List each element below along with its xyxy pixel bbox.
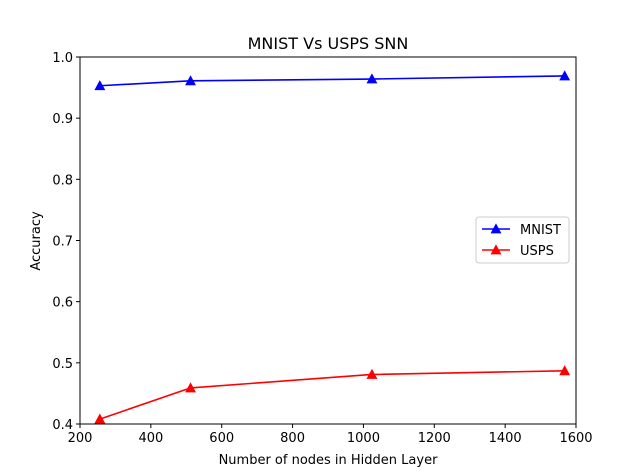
x-tick-label: 600 xyxy=(209,431,234,446)
series-line-usps xyxy=(99,369,565,420)
x-tick-label: 200 xyxy=(68,431,93,446)
data-point-mnist xyxy=(94,80,106,91)
y-axis-label: Accuracy xyxy=(29,211,44,271)
x-tick-label: 800 xyxy=(280,431,305,446)
y-tick-label: 0.5 xyxy=(52,357,73,372)
y-tick-label: 0.8 xyxy=(52,173,73,188)
legend: MNIST USPS xyxy=(475,216,570,264)
data-point-usps xyxy=(94,413,106,424)
data-point-mnist xyxy=(366,73,378,84)
legend-label: USPS xyxy=(520,244,554,259)
x-tick-label: 1000 xyxy=(347,431,380,446)
x-axis-label: Number of nodes in Hidden Layer xyxy=(219,453,439,468)
y-tick-label: 1.0 xyxy=(52,51,73,66)
x-tick-label: 1600 xyxy=(559,431,592,446)
series-line-mnist xyxy=(99,75,565,87)
y-tick-label: 0.7 xyxy=(52,235,73,250)
series-mnist xyxy=(94,70,571,91)
legend-marker xyxy=(490,244,502,255)
data-point-usps xyxy=(185,382,196,393)
x-tick-label: 1200 xyxy=(418,431,451,446)
legend-entry-mnist: MNIST xyxy=(482,223,561,238)
y-tick-label: 0.4 xyxy=(52,418,73,433)
legend-marker xyxy=(490,223,502,234)
data-point-usps xyxy=(366,368,378,379)
legend-entry-usps: USPS xyxy=(482,244,554,259)
x-tick-label: 1400 xyxy=(489,431,522,446)
series-usps xyxy=(94,365,571,424)
data-point-mnist xyxy=(185,75,196,86)
x-tick-label: 400 xyxy=(138,431,163,446)
plot-area: 200 400 600 800 1000 1200 1400 1600 0.4 0.5 0.6 0.7… xyxy=(52,51,592,446)
legend-label: MNIST xyxy=(520,223,561,238)
y-tick-label: 0.6 xyxy=(52,296,73,311)
data-point-usps xyxy=(559,365,571,376)
data-point-mnist xyxy=(559,70,571,81)
chart-title: MNIST Vs USPS SNN xyxy=(248,34,409,53)
y-tick-label: 0.9 xyxy=(52,112,73,127)
